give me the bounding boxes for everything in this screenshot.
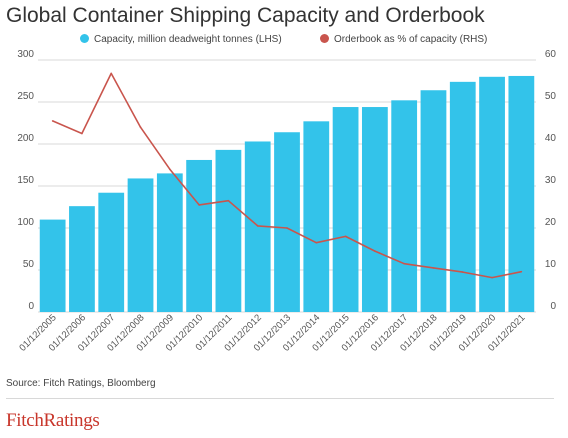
orderbook-point bbox=[81, 132, 83, 135]
capacity-bar bbox=[332, 107, 359, 312]
capacity-bar bbox=[127, 178, 154, 312]
orderbook-point bbox=[256, 225, 259, 227]
orderbook-point bbox=[139, 126, 142, 128]
y-left-tick-label: 0 bbox=[28, 301, 34, 312]
orderbook-point bbox=[51, 120, 54, 122]
chart-title: Global Container Shipping Capacity and O… bbox=[6, 4, 485, 27]
footer-divider bbox=[6, 398, 554, 399]
y-left-tick-label: 200 bbox=[17, 133, 34, 144]
capacity-bar bbox=[69, 206, 95, 312]
y-left-tick-label: 100 bbox=[17, 217, 34, 228]
y-right-tick-label: 20 bbox=[545, 217, 557, 228]
capacity-bar bbox=[391, 100, 418, 312]
orderbook-point bbox=[315, 241, 318, 244]
y-right-tick-label: 10 bbox=[545, 259, 557, 270]
capacity-bar bbox=[39, 219, 66, 312]
capacity-bar bbox=[449, 81, 476, 312]
orderbook-point bbox=[520, 270, 523, 273]
y-right-tick-label: 40 bbox=[545, 133, 557, 144]
orderbook-point bbox=[403, 262, 405, 265]
legend-label-orderbook: Orderbook as % of capacity (RHS) bbox=[334, 34, 488, 45]
orderbook-point bbox=[344, 235, 347, 238]
capacity-bar bbox=[156, 173, 183, 312]
fitch-ratings-logo: FitchRatings bbox=[6, 410, 100, 431]
legend-swatch-orderbook bbox=[320, 34, 329, 43]
y-right-tick-label: 0 bbox=[550, 301, 556, 312]
y-left-tick-label: 150 bbox=[17, 175, 34, 186]
y-left-tick-label: 300 bbox=[17, 49, 34, 60]
capacity-bar bbox=[361, 107, 388, 312]
y-right-tick-label: 60 bbox=[545, 49, 557, 60]
legend-item-orderbook: Orderbook as % of capacity (RHS) bbox=[320, 34, 487, 45]
orderbook-point bbox=[461, 271, 464, 273]
orderbook-point bbox=[491, 276, 493, 279]
capacity-bar bbox=[274, 132, 300, 312]
y-left-tick-label: 50 bbox=[23, 259, 35, 270]
capacity-bar bbox=[508, 75, 535, 313]
orderbook-point bbox=[227, 199, 230, 202]
legend-swatch-capacity bbox=[80, 34, 89, 43]
capacity-bar bbox=[186, 159, 213, 312]
y-right-tick-label: 30 bbox=[545, 175, 557, 186]
orderbook-point bbox=[374, 250, 376, 252]
chart-plot: 050100150200250300010203040506001/12/200… bbox=[17, 49, 557, 354]
source-note: Source: Fitch Ratings, Bloomberg bbox=[6, 378, 156, 389]
capacity-bar bbox=[303, 121, 330, 312]
y-right-tick-label: 50 bbox=[545, 91, 557, 102]
orderbook-point bbox=[198, 204, 200, 206]
y-left-tick-label: 250 bbox=[17, 91, 34, 102]
capacity-bar bbox=[479, 76, 505, 312]
capacity-bar bbox=[98, 192, 125, 312]
legend-label-capacity: Capacity, million deadweight tonnes (LHS… bbox=[94, 34, 282, 45]
orderbook-point bbox=[110, 72, 113, 75]
orderbook-point bbox=[286, 227, 288, 229]
legend-item-capacity: Capacity, million deadweight tonnes (LHS… bbox=[80, 34, 282, 45]
capacity-bar bbox=[215, 149, 242, 312]
capacity-bar bbox=[420, 90, 447, 313]
orderbook-point bbox=[432, 267, 435, 269]
orderbook-point bbox=[169, 168, 171, 170]
